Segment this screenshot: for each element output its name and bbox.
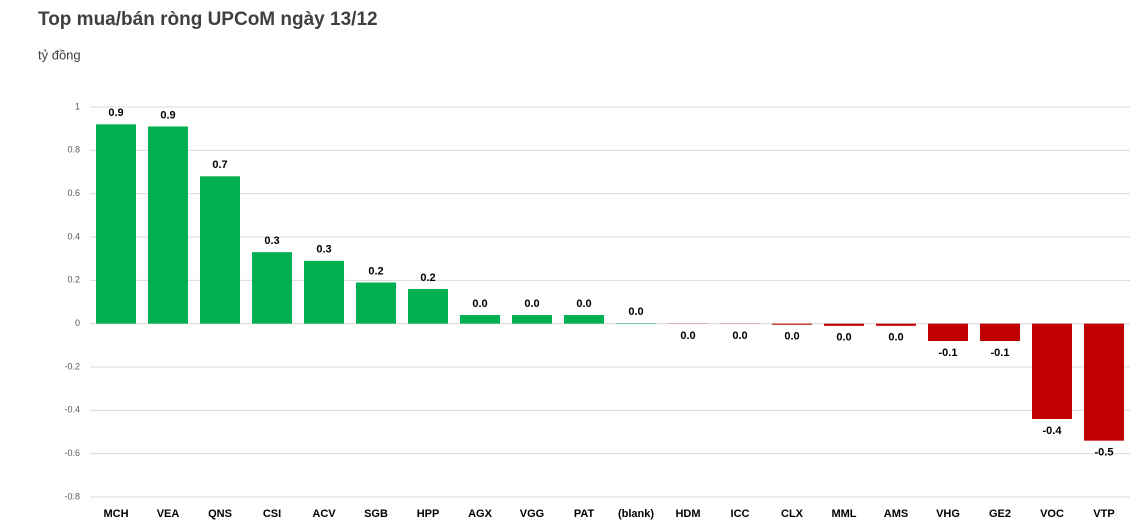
- x-tick-label: VGG: [520, 508, 544, 520]
- y-tick-label: 0.6: [67, 188, 80, 198]
- value-label: 0.0: [680, 330, 695, 342]
- x-tick-label: CSI: [263, 508, 281, 520]
- x-tick-label: HDM: [675, 508, 700, 520]
- value-label: 0.9: [108, 107, 123, 119]
- value-label: -0.5: [1095, 447, 1114, 459]
- bar: [927, 323, 969, 341]
- x-tick-label: MML: [831, 508, 856, 520]
- x-tick-label: (blank): [618, 508, 654, 520]
- y-tick-label: -0.2: [64, 361, 80, 371]
- value-label: 0.0: [524, 298, 539, 310]
- value-label: 0.0: [628, 306, 643, 318]
- value-label: 0.0: [888, 332, 903, 344]
- bar: [251, 252, 293, 324]
- bar: [1083, 323, 1125, 441]
- value-label: -0.4: [1043, 425, 1063, 437]
- bar: [459, 315, 501, 324]
- value-label: 0.0: [732, 330, 747, 342]
- value-label: 0.0: [784, 331, 799, 343]
- value-label: 0.2: [420, 272, 435, 284]
- x-tick-label: HPP: [417, 508, 440, 520]
- y-tick-label: 0.8: [67, 145, 80, 155]
- value-label: 0.0: [472, 298, 487, 310]
- x-tick-label: GE2: [989, 508, 1011, 520]
- x-tick-label: VEA: [157, 508, 180, 520]
- y-tick-label: -0.4: [64, 405, 80, 415]
- y-tick-label: -0.8: [64, 491, 80, 501]
- bar: [1031, 323, 1073, 419]
- x-tick-label: MCH: [103, 508, 128, 520]
- value-label: 0.9: [160, 109, 175, 121]
- chart-subtitle: tỷ đồng: [38, 47, 81, 62]
- x-tick-label: AGX: [468, 508, 493, 520]
- bar: [979, 323, 1021, 341]
- bar: [147, 126, 189, 324]
- chart-title: Top mua/bán ròng UPCoM ngày 13/12: [38, 9, 378, 30]
- value-label: 0.7: [212, 159, 227, 171]
- x-tick-label: SGB: [364, 508, 388, 520]
- y-tick-label: 0.4: [67, 231, 80, 241]
- value-label: 0.0: [576, 298, 591, 310]
- x-tick-label: ICC: [731, 508, 750, 520]
- x-tick-label: VOC: [1040, 508, 1064, 520]
- value-label: 0.3: [264, 235, 279, 247]
- bar: [407, 289, 449, 324]
- value-label: 0.3: [316, 244, 331, 256]
- x-tick-label: VTP: [1093, 508, 1114, 520]
- x-tick-label: AMS: [884, 508, 908, 520]
- bar: [95, 124, 137, 324]
- bar: [823, 323, 865, 326]
- bar: [563, 315, 605, 324]
- bar: [511, 315, 553, 324]
- bar: [303, 260, 345, 324]
- bar: [199, 176, 241, 324]
- bar: [355, 282, 397, 324]
- x-tick-label: VHG: [936, 508, 960, 520]
- y-tick-label: 1: [75, 101, 80, 111]
- value-label: -0.1: [991, 347, 1010, 359]
- value-label: 0.2: [368, 265, 383, 277]
- y-tick-label: 0.2: [67, 275, 80, 285]
- value-label: 0.0: [836, 332, 851, 344]
- x-tick-label: PAT: [574, 508, 595, 520]
- bar: [771, 323, 813, 325]
- y-tick-label: -0.6: [64, 448, 80, 458]
- value-label: -0.1: [939, 347, 958, 359]
- x-tick-label: QNS: [208, 508, 232, 520]
- bar: [875, 323, 917, 326]
- y-tick-label: 0: [75, 318, 80, 328]
- x-tick-label: ACV: [312, 508, 336, 520]
- x-tick-label: CLX: [781, 508, 804, 520]
